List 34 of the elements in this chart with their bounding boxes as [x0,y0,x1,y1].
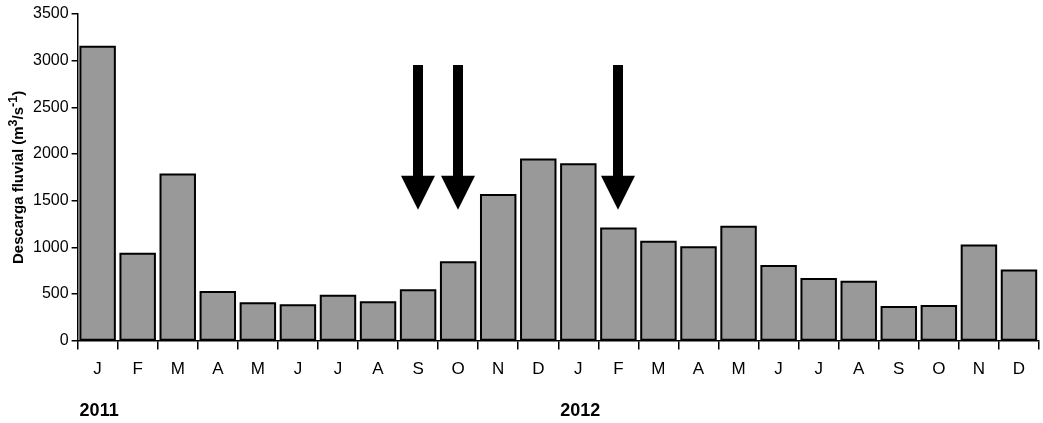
x-tick-label: J [333,359,343,379]
y-tick-label: 1000 [33,237,69,255]
x-tick-label: J [293,359,303,379]
x-tick-label: M [250,359,265,379]
x-tick-label: O [451,359,465,379]
x-tick-label: A [212,359,225,379]
x-tick-label: A [692,359,705,379]
y-tick-label: 1500 [33,191,69,209]
x-tick-label: F [132,359,143,379]
x-tick-label: M [651,359,666,379]
x-tick-label: M [170,359,185,379]
x-tick-label: J [814,359,823,379]
x-tick-label: J [774,359,783,379]
x-tick-label: S [893,359,905,379]
x-tick-label: O [932,359,946,379]
x-tick-label: A [853,359,866,379]
x-tick-label: J [574,359,583,379]
x-tick-label: D [532,359,545,379]
y-tick-label: 3000 [33,51,69,69]
text: 2011 [79,400,119,421]
y-tick-label: 2000 [33,144,69,162]
x-tick-label: S [412,359,424,379]
text: 2012 [560,400,601,421]
y-tick-label: 500 [41,284,69,302]
y-tick-label: 0 [59,331,69,349]
x-tick-label: F [613,359,624,379]
x-tick-label: N [492,359,505,379]
y-tick-label: 3500 [33,4,69,22]
x-tick-label: M [731,359,746,379]
x-tick-label: A [372,359,385,379]
y-tick-label: 2500 [33,97,69,115]
x-tick-label: N [972,359,986,379]
x-tick-label: D [1012,359,1026,379]
x-tick-label: J [93,359,102,379]
